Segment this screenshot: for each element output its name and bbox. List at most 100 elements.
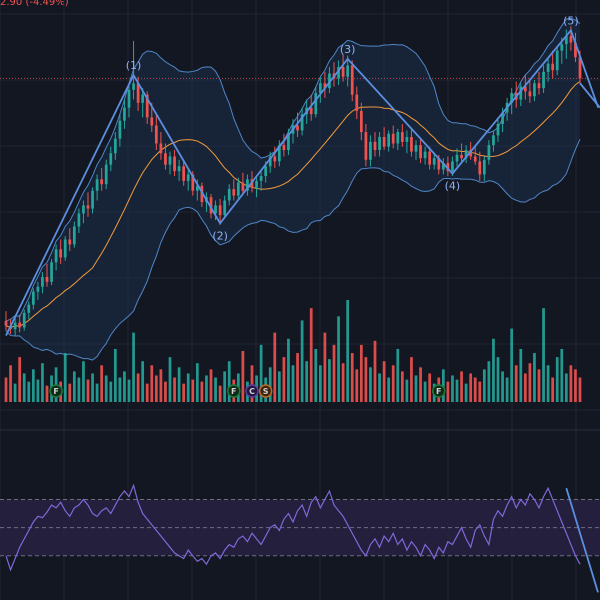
candle-body — [405, 136, 409, 142]
volume-bar — [460, 371, 463, 402]
volume-bar — [309, 308, 313, 402]
volume-bar — [250, 365, 254, 402]
candle-body — [382, 136, 386, 147]
volume-bar — [132, 332, 135, 402]
volume-bar — [482, 369, 486, 402]
volume-bar — [27, 381, 31, 402]
volume-bar — [287, 338, 290, 402]
candle-body — [446, 163, 450, 172]
volume-bar — [4, 377, 8, 402]
volume-bar — [273, 332, 277, 402]
volume-bar — [159, 369, 163, 402]
candle-body — [223, 200, 227, 216]
volume-bar — [469, 373, 473, 402]
candle-body — [241, 182, 245, 191]
volume-bar — [82, 361, 85, 402]
event-marker — [49, 384, 63, 398]
candle-body — [432, 158, 436, 165]
volume-bar — [291, 365, 295, 402]
candle-body — [118, 120, 122, 139]
bollinger-lower-line — [5, 139, 581, 361]
volume-bar — [296, 353, 299, 402]
candle-body — [337, 66, 340, 79]
candle-body — [318, 83, 322, 94]
candle-body — [314, 93, 318, 115]
candle-body — [132, 83, 135, 90]
volume-bar — [473, 377, 477, 402]
volume-bar — [378, 373, 381, 402]
candle-body — [31, 291, 35, 305]
volume-bar — [259, 344, 263, 402]
volume-bar — [410, 357, 413, 402]
candle-body — [218, 205, 222, 216]
candle-body — [469, 150, 473, 157]
volume-bar — [505, 377, 509, 402]
volume-bar — [478, 381, 482, 402]
volume-bar — [492, 338, 495, 402]
wave-label: (2) — [212, 229, 228, 242]
candle-body — [195, 185, 199, 191]
volume-bar — [282, 357, 286, 402]
candle-body — [91, 190, 94, 209]
price-projection-line — [579, 82, 600, 109]
volume-bar — [514, 365, 518, 402]
candle-body — [77, 213, 81, 227]
candle-body — [460, 154, 463, 159]
candle-body — [136, 83, 140, 103]
volume-bar — [391, 365, 395, 402]
candle-body — [50, 262, 53, 282]
volume-bar — [223, 371, 227, 402]
candle-body — [364, 132, 368, 160]
volume-bar — [127, 379, 131, 402]
volume-bar — [364, 357, 368, 402]
candle-body — [246, 179, 249, 191]
price-change-label: 2.90 (-4.49%) — [0, 0, 69, 8]
candle-body — [27, 304, 31, 313]
candle-body — [373, 141, 377, 150]
candle-body — [437, 158, 441, 170]
candle-body — [400, 132, 404, 142]
candle-body — [578, 57, 582, 79]
volume-bar — [205, 375, 208, 402]
candle-body — [428, 151, 432, 165]
volume-bar — [91, 373, 94, 402]
candle-body — [478, 161, 482, 175]
volume-bar — [546, 365, 550, 402]
candle-body — [487, 145, 491, 160]
candle-body — [346, 65, 350, 77]
volume-bar — [396, 348, 400, 402]
candle-body — [59, 249, 63, 258]
event-marker — [432, 384, 446, 398]
candle-body — [359, 110, 363, 133]
candle-body — [473, 156, 477, 162]
candle-body — [268, 156, 272, 167]
candle-body — [528, 91, 532, 97]
volume-bar — [355, 369, 359, 402]
candle-body — [523, 86, 527, 92]
candle-body — [150, 117, 154, 126]
volume-bar — [186, 373, 190, 402]
candle-body — [141, 94, 145, 103]
volume-bar — [574, 369, 577, 402]
rsi-projection-line — [565, 487, 599, 593]
volume-bar — [22, 373, 26, 402]
candle-body — [564, 36, 568, 45]
volume-bar — [359, 344, 363, 402]
volume-bar — [154, 375, 158, 402]
volume-bar — [95, 383, 99, 402]
wave-label: (5) — [563, 14, 579, 27]
event-marker-label: F — [53, 387, 58, 396]
volume-bar — [350, 353, 354, 402]
candle-body — [18, 322, 22, 328]
volume-bar — [578, 377, 582, 402]
event-marker-label: F — [436, 387, 441, 396]
candle-body — [45, 276, 49, 282]
volume-bar — [145, 383, 149, 402]
candle-body — [259, 176, 263, 181]
candle-body — [482, 159, 486, 175]
volume-bar — [419, 367, 422, 402]
volume-bar — [164, 381, 167, 402]
volume-bar — [533, 353, 536, 402]
event-marker — [245, 384, 259, 398]
